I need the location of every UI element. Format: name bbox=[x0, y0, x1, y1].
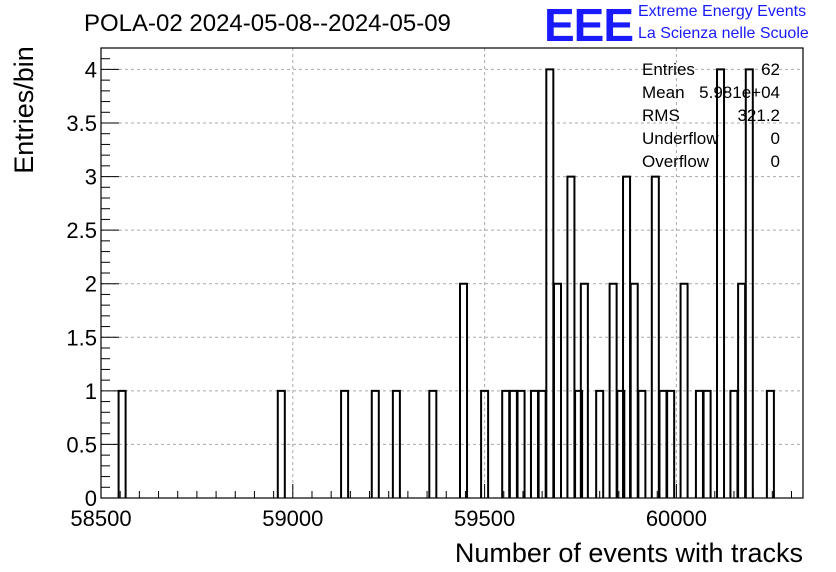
histogram-bin bbox=[744, 68, 754, 498]
x-tick-label: 60000 bbox=[646, 506, 707, 531]
stats-value: 321.2 bbox=[737, 106, 780, 125]
y-tick-label: 2 bbox=[85, 272, 97, 297]
stats-label: Entries bbox=[642, 60, 695, 79]
chart-title: POLA-02 2024-05-08--2024-05-09 bbox=[84, 10, 451, 37]
y-axis-label: Entries/bin bbox=[9, 46, 39, 174]
x-axis-label: Number of events with tracks bbox=[455, 538, 803, 568]
stats-label: Underflow bbox=[642, 129, 719, 148]
histogram-bin bbox=[516, 389, 526, 498]
stats-value: 5.981e+04 bbox=[699, 83, 780, 102]
stats-label: Overflow bbox=[642, 152, 710, 171]
x-tick-label: 59000 bbox=[262, 506, 323, 531]
histogram-bin bbox=[666, 389, 676, 498]
stats-value: 0 bbox=[770, 152, 780, 171]
axes: 58500 59000 59500 60000 0 0.5 1 1.5 2 2.5 3 3.5 4 bbox=[66, 47, 804, 531]
stats-value: 62 bbox=[761, 60, 780, 79]
x-tick-label: 59500 bbox=[454, 506, 515, 531]
histogram-bin bbox=[616, 389, 626, 498]
histogram-bin bbox=[391, 389, 401, 498]
histogram-bin bbox=[650, 175, 660, 498]
stats-label: RMS bbox=[642, 106, 680, 125]
logo-line-2: La Scienza nelle Scuole bbox=[638, 25, 809, 42]
x-tick-label: 58500 bbox=[70, 506, 131, 531]
y-tick-label: 1.5 bbox=[66, 325, 97, 350]
histogram-bin bbox=[679, 282, 689, 498]
histogram-bin bbox=[595, 389, 605, 498]
stats-row-mean: Mean 5.981e+04 bbox=[642, 81, 780, 104]
stats-row-overflow: Overflow 0 bbox=[642, 150, 780, 173]
histogram-bin bbox=[370, 389, 380, 498]
histogram-bin bbox=[340, 389, 350, 498]
histogram-bin bbox=[637, 389, 647, 498]
histogram-bin bbox=[566, 175, 576, 498]
y-tick-label: 3.5 bbox=[66, 111, 97, 136]
stats-row-entries: Entries 62 bbox=[642, 58, 780, 81]
stats-label: Mean bbox=[642, 83, 685, 102]
histogram-bin bbox=[716, 68, 726, 498]
histogram-bin bbox=[276, 389, 286, 498]
stats-box: Entries 62 Mean 5.981e+04 RMS 321.2 Unde… bbox=[642, 58, 780, 173]
eee-logo-mark: EEE bbox=[544, 0, 634, 51]
y-tick-label: 4 bbox=[85, 57, 97, 82]
y-tick-label: 1 bbox=[85, 379, 97, 404]
y-tick-label: 0 bbox=[85, 486, 97, 511]
y-tick-label: 3 bbox=[85, 165, 97, 190]
grid-lines bbox=[101, 48, 803, 498]
logo-line-1: Extreme Energy Events bbox=[638, 3, 807, 20]
histogram-bin bbox=[552, 282, 563, 498]
histogram-bin bbox=[480, 389, 490, 498]
histogram-bin bbox=[428, 389, 438, 498]
y-tick-label: 0.5 bbox=[66, 432, 97, 457]
histogram-bin bbox=[458, 282, 469, 498]
histogram-bin bbox=[702, 389, 712, 498]
stats-row-underflow: Underflow 0 bbox=[642, 127, 780, 150]
histogram-bin bbox=[574, 389, 584, 498]
histogram-bin bbox=[579, 282, 589, 498]
stats-row-rms: RMS 321.2 bbox=[642, 104, 780, 127]
stats-value: 0 bbox=[770, 129, 780, 148]
y-tick-label: 2.5 bbox=[66, 218, 97, 243]
histogram-bin bbox=[765, 389, 775, 498]
